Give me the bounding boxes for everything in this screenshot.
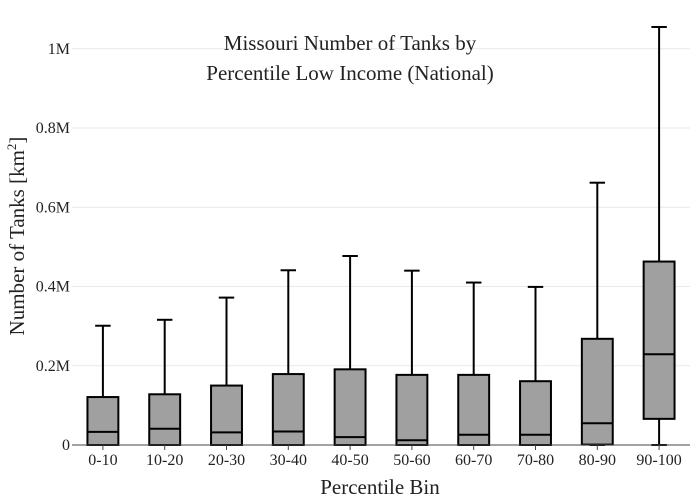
iqr-box [395,373,429,446]
box-0-10 [86,324,120,447]
x-tick-label: 20-30 [208,452,245,469]
x-tick-label: 80-90 [579,452,616,469]
y-tick-label: 1M [48,41,70,58]
x-tick-label: 90-100 [636,452,681,469]
y-axis-title: Number of Tanks [km2] [4,137,29,336]
y-axis-title-close: ] [5,137,29,144]
x-axis-ticks: 0-10 10-20 20-30 30-40 40-50 50-60 60-70 70-80 8… [88,445,682,469]
box-10-20 [148,318,182,446]
y-axis-ticks: 0 0.2M 0.4M 0.6M 0.8M 1M [36,41,70,454]
box-80-90 [580,181,614,446]
box-30-40 [271,269,305,446]
box-50-60 [395,269,429,446]
y-axis-title-superscript: 2 [4,144,19,151]
box-60-70 [457,281,491,446]
iqr-box [210,384,243,447]
box-90-100 [642,25,676,446]
y-tick-label: 0.2M [36,358,70,375]
iqr-box [457,373,491,446]
box-70-80 [519,285,552,447]
iqr-box [333,368,367,446]
chart-title-line-2: Percentile Low Income (National) [206,61,493,85]
x-tick-label: 60-70 [455,452,492,469]
x-tick-label: 50-60 [393,452,430,469]
iqr-box [86,396,120,447]
iqr-box [148,393,182,446]
x-tick-label: 70-80 [517,452,554,469]
x-tick-label: 40-50 [331,452,368,469]
chart-title-line-1: Missouri Number of Tanks by [224,31,477,55]
box-series [86,25,676,447]
iqr-box [271,373,305,446]
y-axis-title-main: Number of Tanks [km [5,150,29,335]
x-tick-label: 30-40 [270,452,307,469]
box-20-30 [210,296,243,447]
y-tick-label: 0.4M [36,279,70,296]
x-tick-label: 10-20 [146,452,183,469]
iqr-box [580,337,614,446]
x-tick-label: 0-10 [88,452,117,469]
y-tick-label: 0 [62,437,70,454]
y-tick-label: 0.8M [36,120,70,137]
box-40-50 [333,255,367,446]
x-axis-title: Percentile Bin [320,475,440,499]
iqr-box [642,260,676,420]
y-tick-label: 0.6M [36,199,70,216]
